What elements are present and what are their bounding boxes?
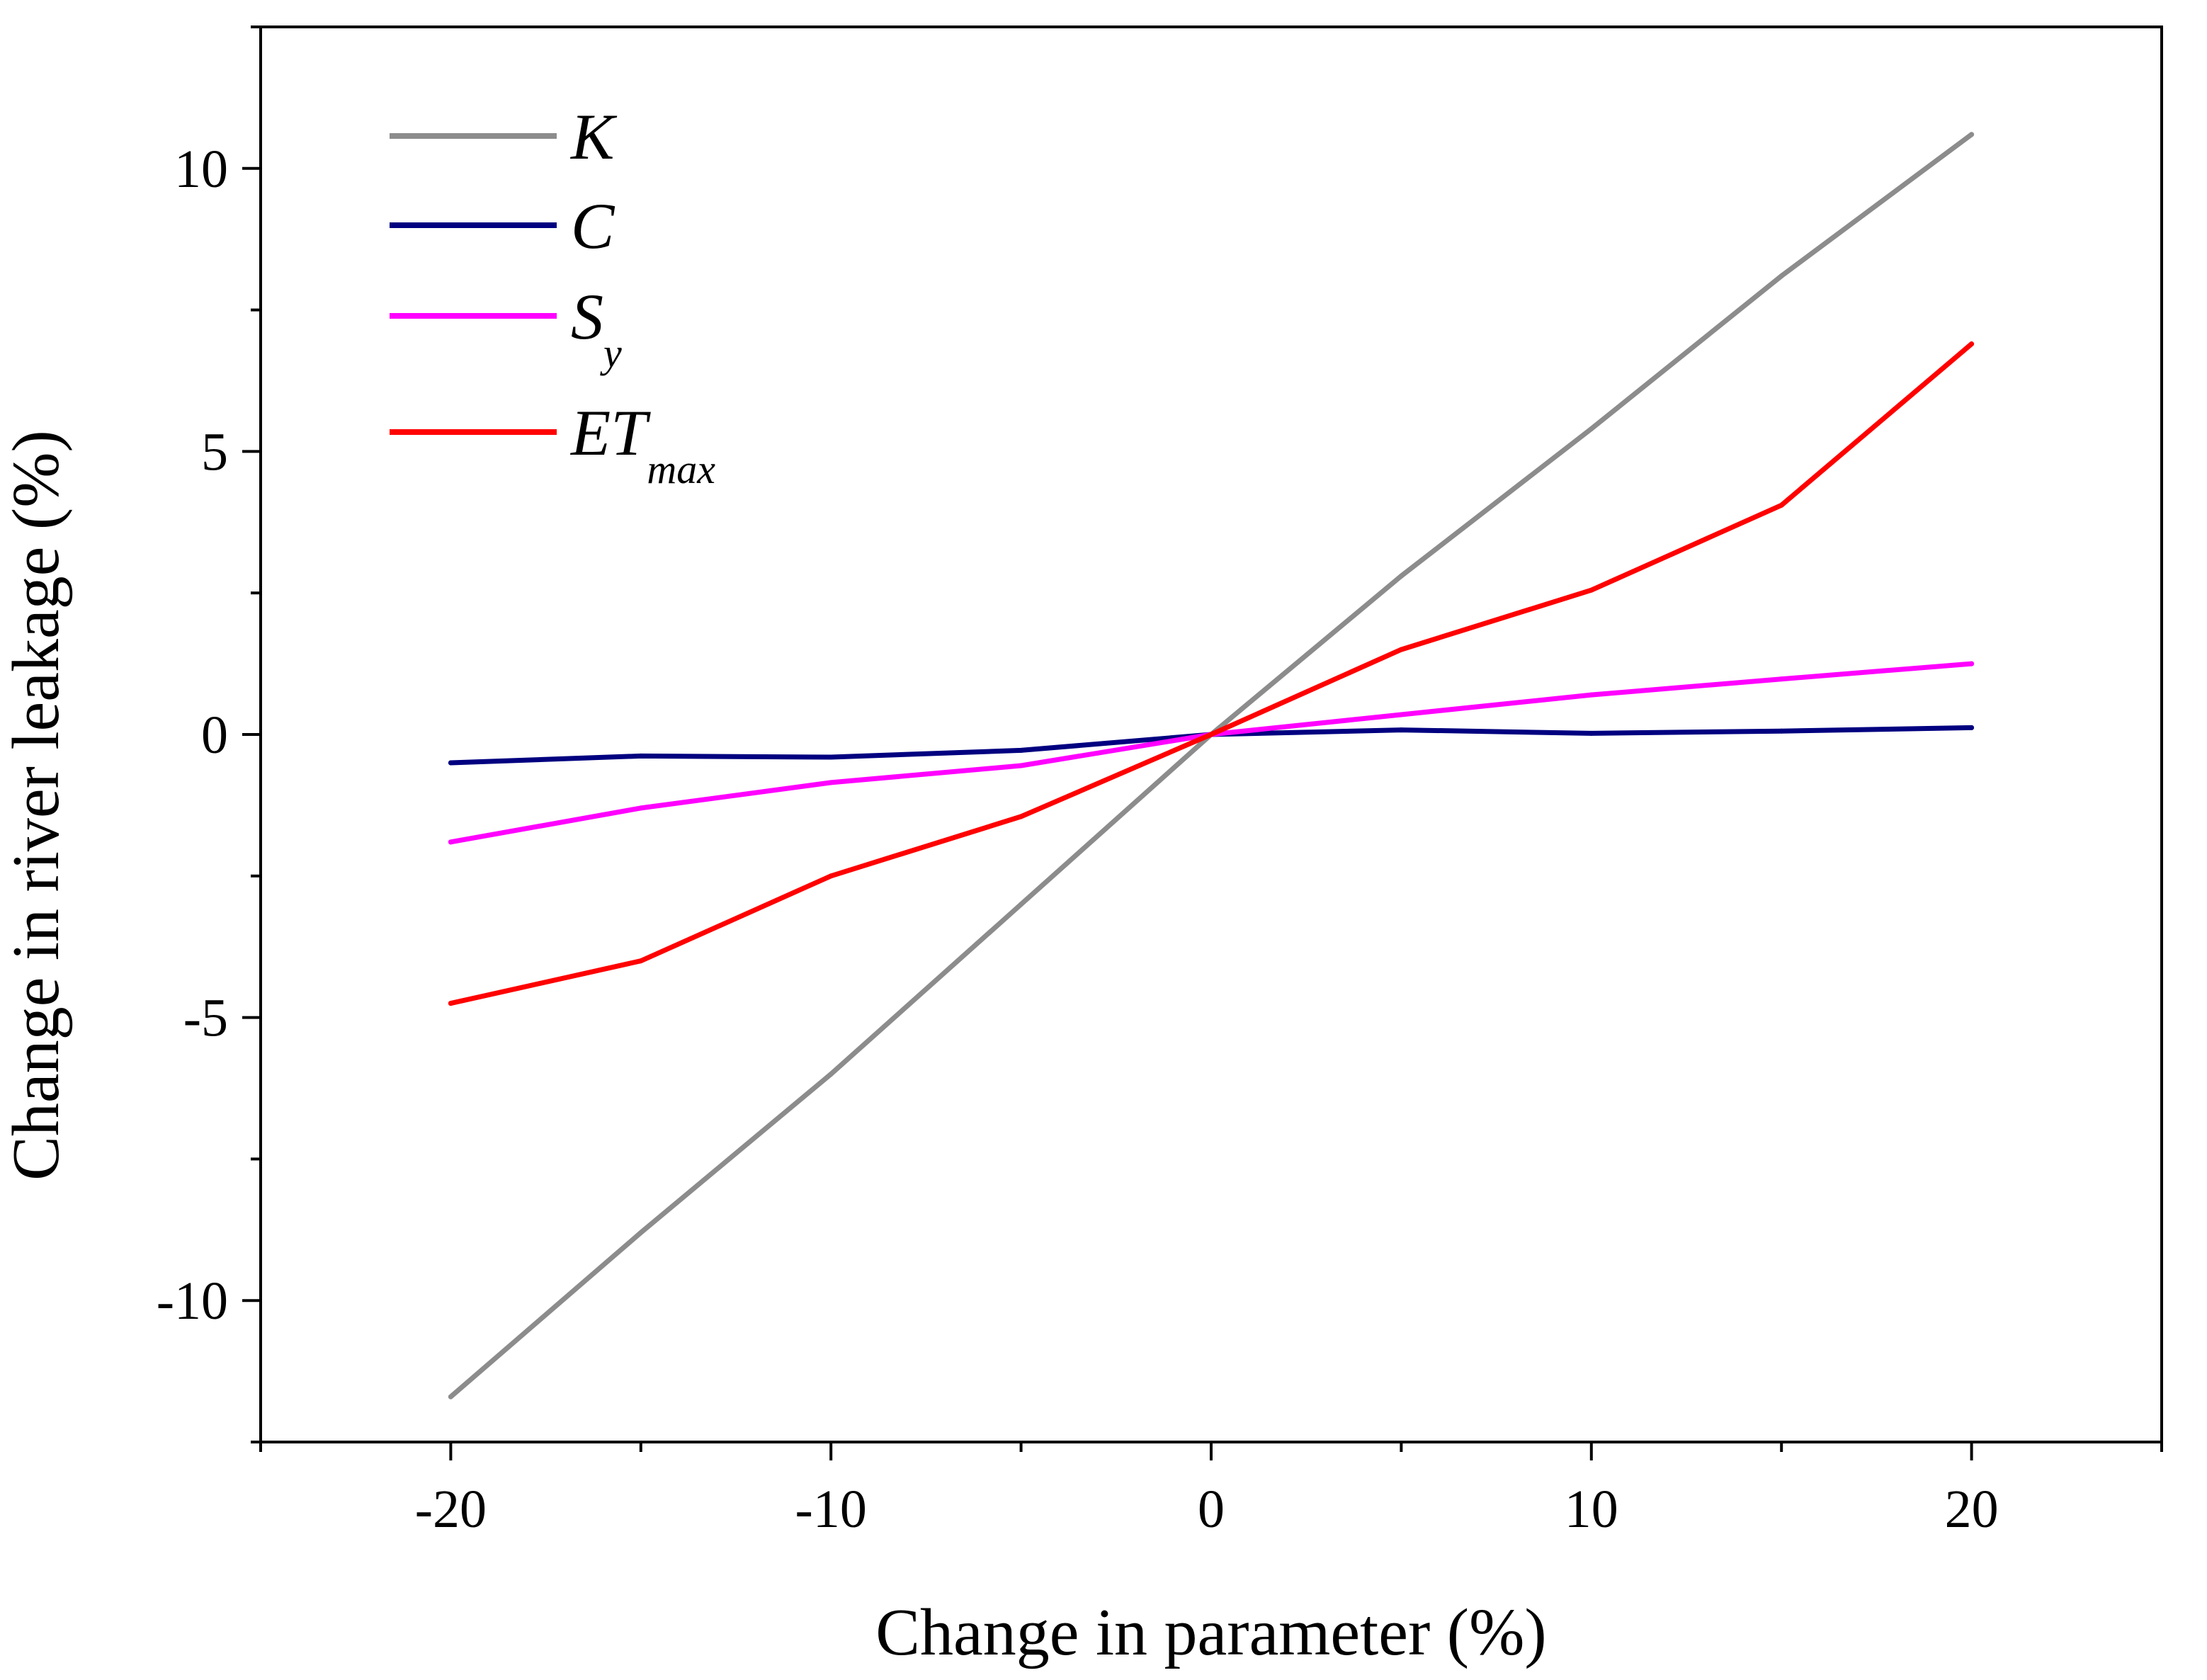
y-tick-label: -10 xyxy=(157,1271,228,1331)
y-tick-label: -5 xyxy=(183,989,228,1048)
series-3-point xyxy=(448,1001,453,1006)
series-2-point xyxy=(1778,676,1784,682)
series-2-point xyxy=(638,805,644,811)
legend-label: K xyxy=(569,101,618,173)
y-axis: -10 -5 0 5 10 xyxy=(157,25,261,1443)
series-1-point xyxy=(1969,725,1975,730)
series-0-point xyxy=(1398,573,1404,579)
series-2-point xyxy=(1398,712,1404,717)
x-axis: -20 -10 0 10 20 xyxy=(259,1442,2163,1539)
series-0-point xyxy=(638,1230,644,1235)
x-tick-label: 0 xyxy=(1198,1480,1225,1539)
legend-label: Sy xyxy=(571,280,622,376)
x-tick-label: 20 xyxy=(1945,1480,1999,1539)
series-3-point xyxy=(1019,814,1024,819)
series-3-point xyxy=(638,958,644,964)
legend: KC Sy ETmax xyxy=(390,101,715,492)
series-line-0 xyxy=(448,132,1975,1400)
series-line-2 xyxy=(448,661,1975,845)
y-tick-label: 10 xyxy=(174,140,228,199)
series-3-point xyxy=(1969,341,1975,347)
series-1-point xyxy=(1778,728,1784,734)
series-0-point xyxy=(828,1072,834,1077)
series-0-point xyxy=(1019,902,1024,907)
series-0-point xyxy=(1969,132,1975,137)
series-3-point xyxy=(1589,587,1594,593)
series-3-point xyxy=(1208,732,1214,737)
x-tick-label: -10 xyxy=(795,1480,867,1539)
series-2-point xyxy=(1969,661,1975,666)
series-1-point xyxy=(638,753,644,759)
series-0-point xyxy=(1589,426,1594,431)
series-1-point xyxy=(448,760,453,766)
y-axis-title: Change in river leakage (%) xyxy=(0,430,73,1181)
series-layer xyxy=(448,132,1975,1400)
series-line-3 xyxy=(448,341,1975,1006)
x-axis-title: Change in parameter (%) xyxy=(875,1596,1546,1669)
series-1-point xyxy=(1398,727,1404,733)
y-tick-label: 0 xyxy=(201,705,228,765)
y-tick-label: 5 xyxy=(201,422,228,482)
legend-label: ETmax xyxy=(569,397,715,492)
x-tick-label: 10 xyxy=(1565,1480,1618,1539)
series-3-point xyxy=(1778,502,1784,508)
series-1-point xyxy=(1019,747,1024,753)
legend-label: C xyxy=(571,190,615,262)
series-3-point xyxy=(1398,647,1404,652)
series-2-point xyxy=(448,839,453,845)
series-2-point xyxy=(1589,692,1594,698)
series-0-point xyxy=(448,1394,453,1400)
series-2-point xyxy=(1019,763,1024,768)
series-3-point xyxy=(828,873,834,879)
series-0-point xyxy=(1778,273,1784,279)
series-2-point xyxy=(828,780,834,785)
x-tick-label: -20 xyxy=(415,1480,487,1539)
series-1-point xyxy=(1589,730,1594,736)
series-1-point xyxy=(828,754,834,760)
